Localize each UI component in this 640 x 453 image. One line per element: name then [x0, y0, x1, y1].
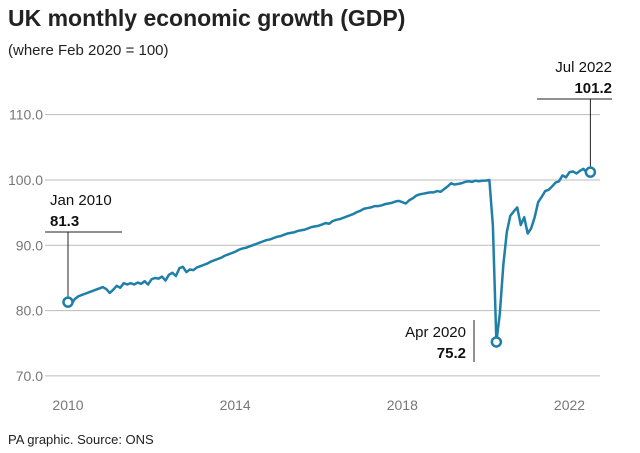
y-tick-label: 90.0	[16, 237, 43, 253]
y-tick-label: 70.0	[16, 368, 43, 384]
chart-title: UK monthly economic growth (GDP)	[8, 5, 405, 31]
x-tick-label: 2022	[554, 397, 585, 413]
chart-subtitle: (where Feb 2020 = 100)	[8, 42, 169, 59]
annotation-label: Apr 2020	[405, 324, 466, 341]
value-label: 81.3	[50, 213, 79, 230]
annotation-label: Jan 2010	[50, 192, 112, 209]
annotation-label: Jul 2022	[555, 59, 612, 76]
point-marker	[490, 336, 503, 348]
x-tick-label: 2018	[387, 397, 418, 413]
value-label: 101.2	[574, 80, 612, 97]
y-tick-label: 100.0	[8, 172, 43, 188]
point-marker	[584, 166, 597, 178]
y-tick-label: 80.0	[16, 303, 43, 319]
data-line	[67, 167, 591, 344]
point-marker	[62, 296, 74, 308]
x-tick-label: 2010	[52, 397, 83, 413]
y-tick-label: 110.0	[9, 107, 43, 123]
value-label: 75.2	[437, 345, 466, 362]
source-note: PA graphic. Source: ONS	[8, 432, 154, 447]
x-tick-label: 2014	[220, 397, 251, 413]
